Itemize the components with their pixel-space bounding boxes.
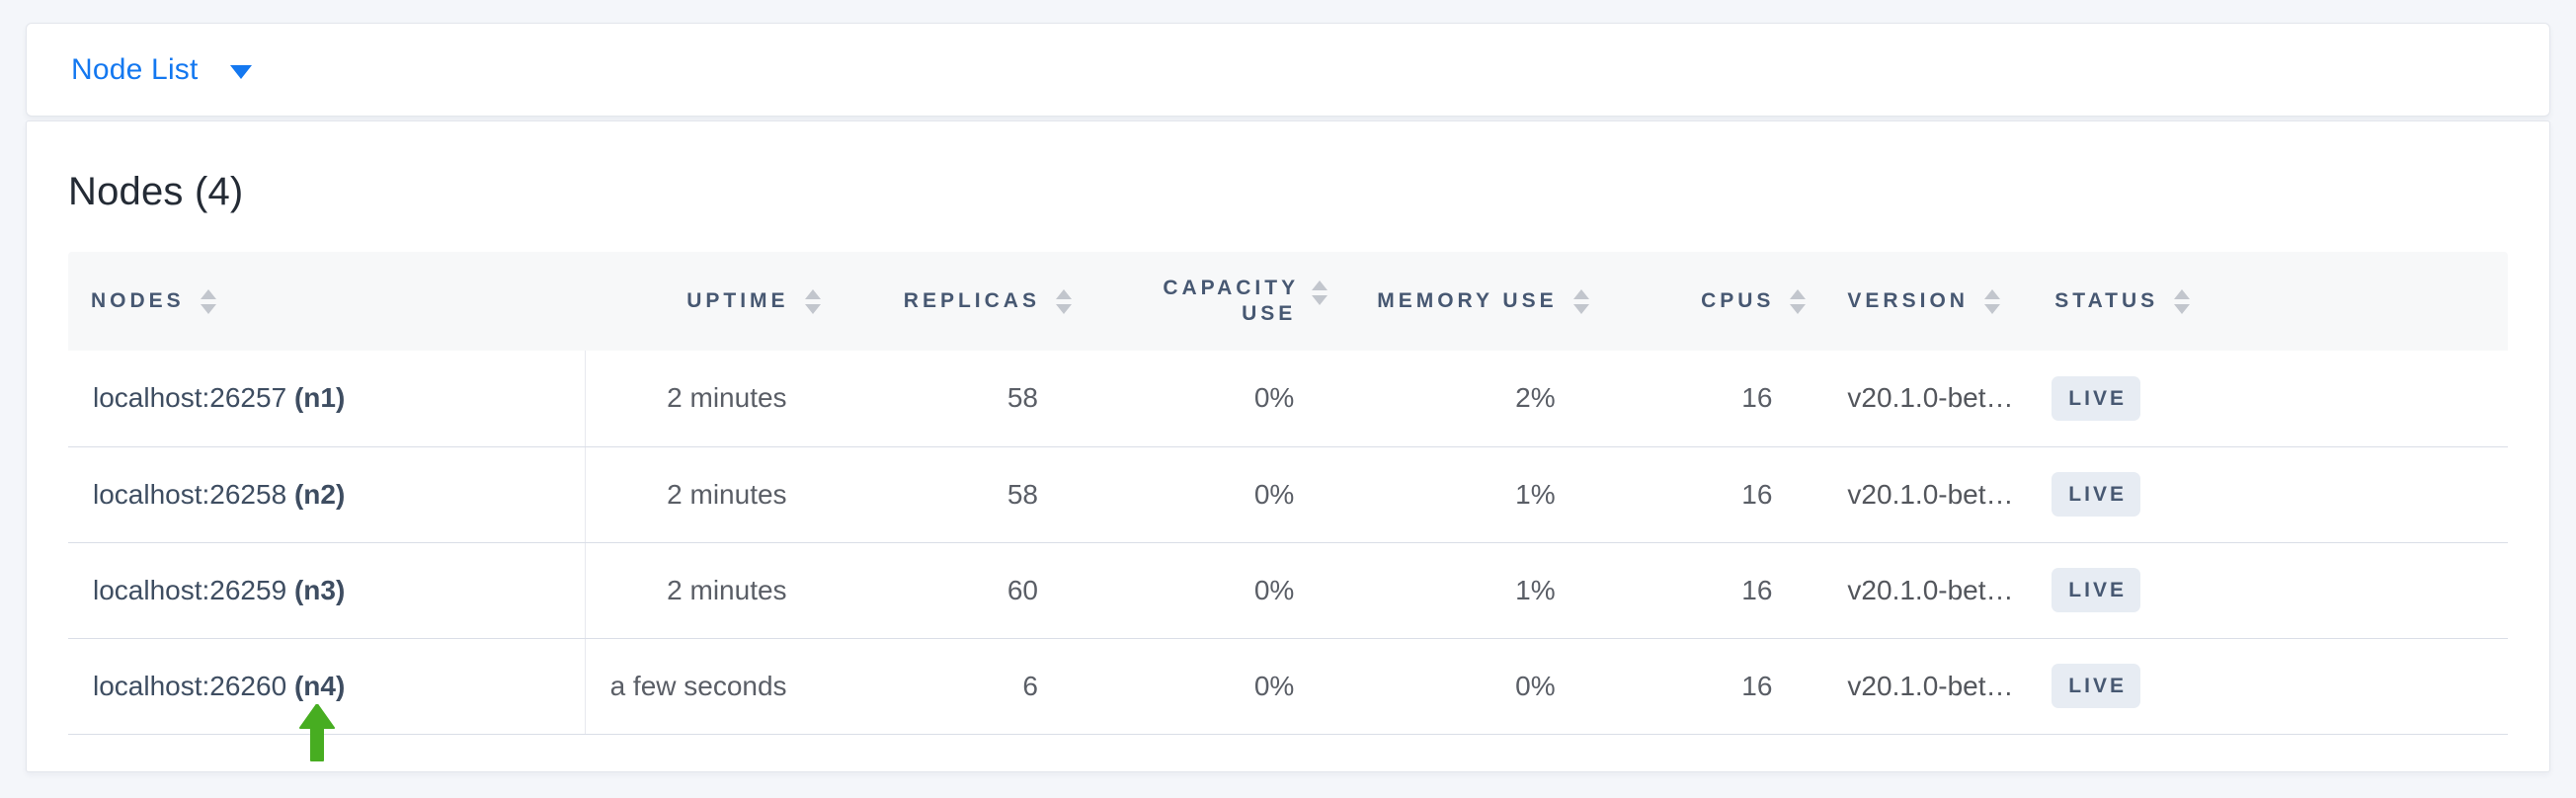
column-header-version[interactable]: VERSION (1819, 252, 2033, 351)
version-cell: v20.1.0-bet… (1819, 351, 2033, 447)
column-header-nodes[interactable]: NODES (68, 252, 586, 351)
status-cell: LIVE (2032, 542, 2508, 639)
capacity-use-cell: 0% (1085, 446, 1342, 543)
memory-use-cell: 1% (1341, 542, 1603, 639)
sort-icon (804, 288, 821, 314)
status-cell: LIVE (2032, 351, 2508, 447)
version-cell: v20.1.0-bet… (1819, 638, 2033, 735)
status-badge: LIVE (2052, 375, 2140, 421)
node-address-cell: localhost:26259 (n3) (68, 542, 587, 639)
node-link-n1[interactable]: localhost:26257 (n1) (93, 382, 346, 414)
version-cell: v20.1.0-bet… (1819, 542, 2033, 639)
node-id: (n1) (293, 382, 346, 414)
node-id: (n4) (293, 670, 346, 701)
cpus-cell: 16 (1602, 351, 1820, 447)
status-cell: LIVE (2032, 446, 2508, 543)
node-link-n3[interactable]: localhost:26259 (n3) (93, 574, 346, 605)
sort-icon (1983, 288, 2000, 314)
cpus-cell: 16 (1602, 446, 1820, 543)
uptime-cell: 2 minutes (585, 542, 835, 639)
uptime-cell: 2 minutes (585, 351, 835, 447)
status-cell: LIVE (2032, 638, 2508, 735)
chevron-down-icon (229, 64, 252, 79)
node-address-cell: localhost:26258 (n2) (68, 446, 587, 543)
replicas-cell: 6 (834, 638, 1086, 735)
table-header-row: NODES UPTIME REPLICAS CAPACITY USE MEMOR… (68, 252, 2508, 351)
sort-icon (2174, 288, 2191, 314)
page-title: Nodes (4) (68, 170, 244, 213)
cpus-cell: 16 (1602, 638, 1820, 735)
column-header-capacity-use[interactable]: CAPACITY USE (1085, 252, 1342, 351)
memory-use-cell: 0% (1341, 638, 1603, 735)
cpus-cell: 16 (1602, 542, 1820, 639)
sort-icon (1790, 288, 1807, 314)
node-address-cell: localhost:26257 (n1) (68, 351, 587, 447)
replicas-cell: 58 (834, 351, 1086, 447)
capacity-use-cell: 0% (1085, 351, 1342, 447)
node-address-cell: localhost:26260 (n4) (68, 638, 587, 735)
version-cell: v20.1.0-bet… (1819, 446, 2033, 543)
page: Node List Nodes (4) NODES (26, 23, 2550, 772)
table-row-n3: localhost:26259 (n3) 2 minutes 60 0% 1% … (68, 542, 2508, 639)
view-selector-bar: Node List (26, 23, 2550, 117)
sort-icon (1572, 288, 1589, 314)
memory-use-cell: 2% (1341, 351, 1603, 447)
column-header-memory-use[interactable]: MEMORY USE (1341, 252, 1603, 351)
status-badge: LIVE (2052, 568, 2140, 612)
column-header-status[interactable]: STATUS (2032, 252, 2508, 351)
status-badge: LIVE (2052, 664, 2140, 708)
nodes-card: Nodes (4) NODES UPTIME (26, 120, 2550, 772)
node-link-n2[interactable]: localhost:26258 (n2) (93, 478, 346, 510)
column-header-uptime[interactable]: UPTIME (585, 252, 835, 351)
sort-icon (200, 288, 216, 314)
table-row-n4: localhost:26260 (n4) a few seconds 6 0% … (68, 638, 2508, 735)
capacity-use-cell: 0% (1085, 542, 1342, 639)
node-id: (n2) (293, 478, 346, 510)
replicas-cell: 58 (834, 446, 1086, 543)
column-header-replicas[interactable]: REPLICAS (834, 252, 1086, 351)
uptime-cell: 2 minutes (585, 446, 835, 543)
capacity-use-cell: 0% (1085, 638, 1342, 735)
table-row-n1: localhost:26257 (n1) 2 minutes 58 0% 2% … (68, 351, 2508, 447)
status-badge: LIVE (2052, 472, 2140, 517)
nodes-table: NODES UPTIME REPLICAS CAPACITY USE MEMOR… (68, 252, 2508, 735)
sort-icon (1312, 279, 1328, 305)
column-header-cpus[interactable]: CPUS (1602, 252, 1820, 351)
node-list-dropdown-label: Node List (71, 52, 199, 86)
node-id: (n3) (293, 574, 346, 605)
memory-use-cell: 1% (1341, 446, 1603, 543)
node-list-dropdown[interactable]: Node List (71, 53, 252, 87)
sort-icon (1055, 288, 1072, 314)
table-row-n2: localhost:26258 (n2) 2 minutes 58 0% 1% … (68, 446, 2508, 543)
node-link-n4[interactable]: localhost:26260 (n4) (93, 670, 346, 701)
replicas-cell: 60 (834, 542, 1086, 639)
uptime-cell: a few seconds (585, 638, 835, 735)
